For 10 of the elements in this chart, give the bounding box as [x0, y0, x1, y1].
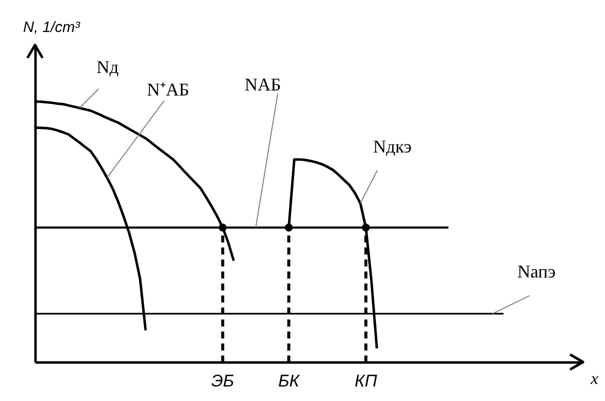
text: Nдкэ: [373, 136, 412, 156]
x-axis-title: x: [590, 369, 599, 388]
series-label: Nд: [96, 57, 119, 78]
x-tick-label: КП: [354, 372, 378, 390]
y-axis-title: N, 1/cm³: [23, 19, 81, 36]
x-tick-label: ЭБ: [211, 372, 234, 390]
x-tick-label: БК: [278, 372, 300, 390]
text: N⁺АБ: [146, 80, 190, 100]
text: NАБ: [244, 74, 281, 95]
series-label: Nапэ: [517, 262, 556, 282]
